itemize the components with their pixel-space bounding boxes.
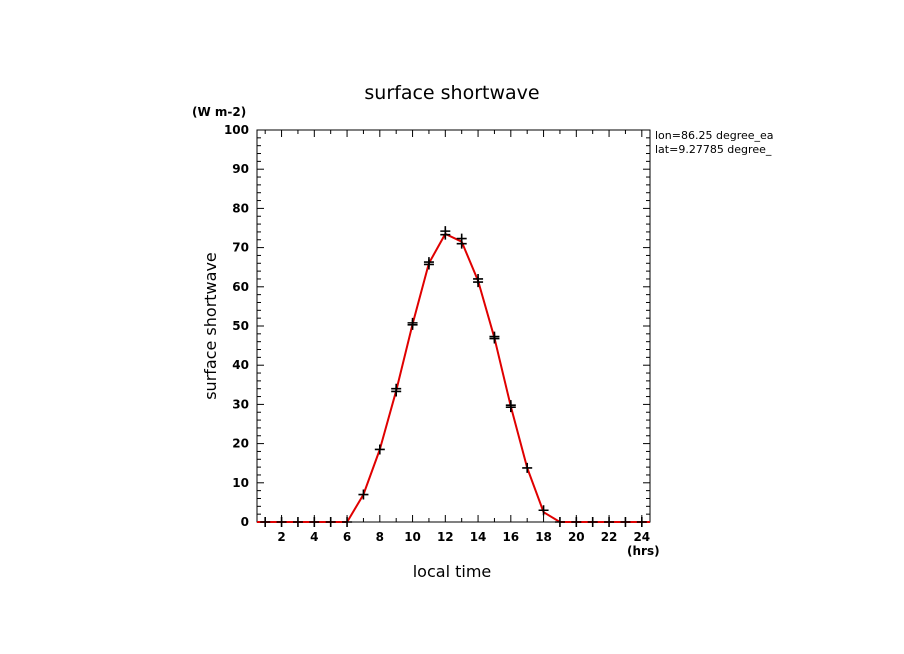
x-tick-label: 18 [535,530,552,544]
data-point [554,517,565,527]
y-unit-label: (W m-2) [192,105,246,119]
x-tick-label: 24 [633,530,650,544]
x-tick-label: 8 [376,530,384,544]
x-tick-label: 4 [310,530,318,544]
lon-annotation: lon=86.25 degree_ea [655,129,774,142]
data-point [505,400,516,411]
data-point [391,383,402,394]
y-tick-label: 90 [232,162,249,176]
data-point [636,517,647,527]
y-tick-label: 50 [232,319,249,333]
y-tick-label: 60 [232,280,249,294]
data-point [358,489,369,500]
data-point [473,273,484,284]
lat-annotation: lat=9.27785 degree_ [655,143,772,156]
data-point [456,233,467,244]
x-axis-label: local time [413,562,492,581]
data-point [276,517,287,527]
plot-area: 2 4 6 8 10 12 14 16 18 20 22 2401020304050607080901… [224,123,651,544]
y-tick-label: 40 [232,358,249,372]
data-point [292,517,303,527]
y-axis-label: surface shortwave [201,252,220,400]
x-tick-label: 2 [277,530,285,544]
data-point [620,517,631,527]
data-point [538,505,549,516]
series-line [257,232,650,523]
data-point [604,517,615,527]
y-tick-label: 0 [241,515,249,529]
x-tick-label: 20 [568,530,585,544]
data-point [423,257,434,268]
data-point [587,517,598,527]
data-point [325,517,336,527]
data-point [440,226,451,237]
y-tick-label: 70 [232,241,249,255]
x-unit-label: (hrs) [627,544,660,558]
data-point [571,517,582,527]
data-point [522,462,533,473]
data-point [374,444,385,455]
data-point [407,317,418,328]
x-tick-label: 6 [343,530,351,544]
y-tick-label: 10 [232,476,249,490]
chart-title: surface shortwave [364,82,539,104]
x-tick-label: 22 [601,530,618,544]
data-point [260,517,271,527]
y-tick-label: 20 [232,437,249,451]
y-tick-label: 30 [232,397,249,411]
x-tick-label: 10 [404,530,421,544]
y-tick-label: 100 [224,123,249,137]
x-tick-label: 12 [437,530,454,544]
data-point [489,331,500,342]
y-tick-label: 80 [232,201,249,215]
x-tick-label: 16 [502,530,519,544]
data-point [309,517,320,527]
plot-frame [256,129,651,523]
data-point [342,517,353,527]
x-tick-label: 14 [470,530,487,544]
